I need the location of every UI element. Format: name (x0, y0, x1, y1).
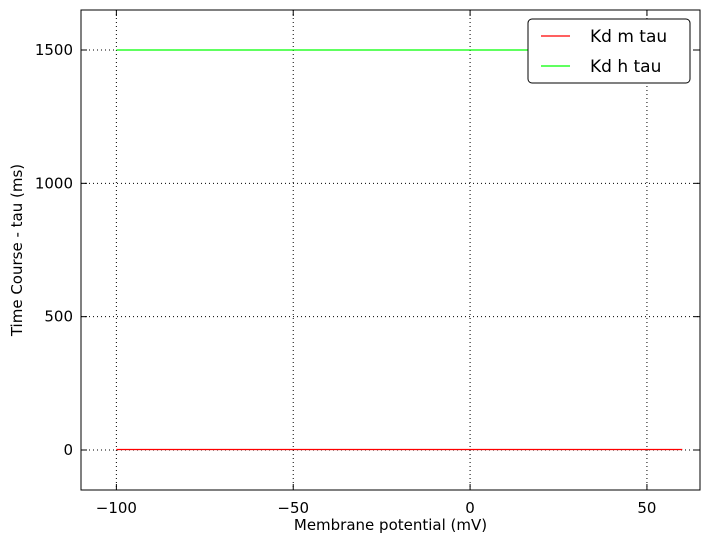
x-tick-label: 0 (465, 499, 475, 517)
legend-label: Kd m tau (590, 27, 667, 47)
y-axis-label: Time Course - tau (ms) (8, 164, 26, 337)
x-axis-label: Membrane potential (mV) (294, 516, 487, 534)
y-tick-label: 500 (44, 308, 73, 326)
x-tick-label: −100 (96, 499, 137, 517)
y-tick-label: 1500 (35, 41, 73, 59)
legend-label: Kd h tau (590, 57, 661, 77)
series-lines (116, 49, 683, 451)
x-tick-label: 50 (637, 499, 656, 517)
y-tick-label: 0 (63, 441, 73, 459)
y-tick-label: 1000 (35, 174, 73, 192)
legend: Kd m tau Kd h tau (527, 18, 691, 84)
legend-box (527, 18, 691, 84)
x-tick-label: −50 (277, 499, 309, 517)
plot-frame (80, 9, 701, 491)
grid-lines (81, 10, 700, 490)
